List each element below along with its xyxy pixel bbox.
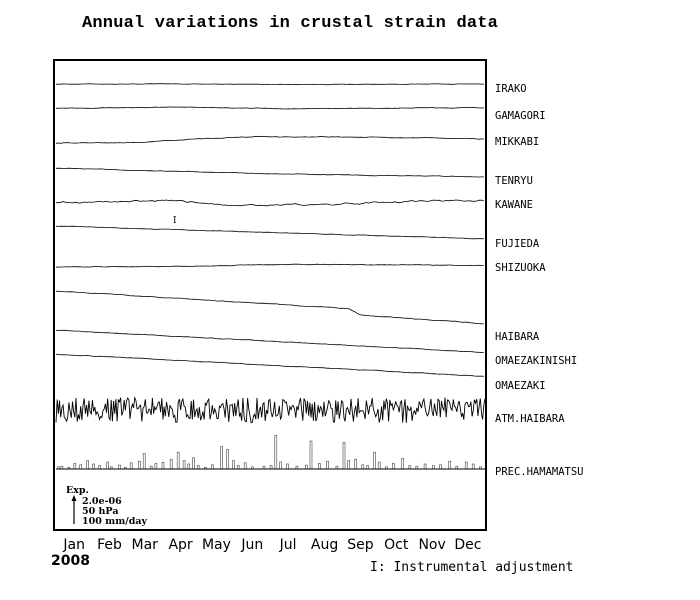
precip-bar [129,462,133,470]
trace-mikkabi [55,135,484,144]
station-label-prechamamatsu: PREC.HAMAMATSU [495,466,584,478]
month-tick-feb: Feb [97,537,122,553]
station-label-kawane: KAWANE [495,199,533,211]
station-label-gamagori: GAMAGORI [495,110,546,122]
precip-bar [106,461,109,470]
month-tick-mar: Mar [131,537,158,553]
precip-bar [86,460,89,470]
precip-bar [176,451,180,470]
precip-bar [326,460,329,470]
precip-bar [438,464,442,470]
precip-bar [182,460,186,470]
scale-exp-label: Exp. [66,485,89,496]
precip-bar [169,458,173,470]
precip-bar [138,460,141,470]
precip-bar [373,451,376,470]
trace-kawane [56,199,484,207]
instrumental-adjustment-mark: I [173,216,177,226]
precip-bar [220,446,223,470]
precip-bar [92,463,95,470]
precip-bar [464,461,468,470]
precip-bar [401,458,405,470]
precip-bar [196,465,200,470]
precip-bar [304,464,308,470]
trace-tenryu [55,167,484,178]
precip-bar [161,461,165,470]
trace-atmhaibara [55,396,486,424]
precip-bar [187,463,191,470]
precip-bar [391,463,395,470]
precip-bar [142,453,146,470]
precip-bar [269,465,273,470]
precip-bar [154,463,158,470]
precip-bar [361,464,365,470]
precip-bar [448,460,452,470]
precip-bar [211,464,214,470]
precip-bar [232,460,235,470]
year-label: 2008 [51,553,90,569]
month-tick-sep: Sep [347,537,374,553]
precip-bar [423,463,427,470]
precip-bar [118,464,121,470]
precip-bar [309,440,313,470]
station-label-omaezakinishi: OMAEZAKINISHI [495,355,578,367]
scale-arrow-head [71,495,77,501]
trace-omaezakinishi [55,329,484,353]
month-tick-jul: Jul [279,537,297,553]
footnote: I: Instrumental adjustment [370,560,574,575]
trace-haibara [56,290,484,325]
precip-bar [226,449,229,470]
trace-fujieda [55,225,484,240]
month-tick-jun: Jun [241,537,264,553]
precip-bar [317,463,321,470]
precip-bar [98,465,101,470]
station-label-irako: IRAKO [495,83,527,95]
month-tick-may: May [201,537,231,553]
precip-bar [286,463,289,470]
trace-irako [56,83,484,86]
station-label-atmhaibara: ATM.HAIBARA [495,413,565,425]
month-tick-aug: Aug [310,537,339,553]
station-label-omaezaki: OMAEZAKI [495,380,546,392]
scale-strain: 2.0e-06 [82,496,122,507]
scale-rain: 100 mm/day [82,516,148,527]
month-tick-jan: Jan [63,537,85,553]
precip-bar [279,461,282,470]
month-tick-nov: Nov [418,537,446,553]
trace-gamagori [55,106,484,110]
precip-bar [342,442,346,470]
precip-bar [236,465,240,470]
precip-bar [377,461,381,470]
month-tick-apr: Apr [168,537,193,553]
station-label-tenryu: TENRYU [495,175,533,187]
precip-bar [73,463,77,470]
station-label-fujieda: FUJIEDA [495,238,540,250]
precip-bar [471,463,475,470]
precip-bar [79,464,82,470]
station-label-mikkabi: MIKKABI [495,136,540,148]
plot-frame [53,59,487,531]
precip-bar [274,435,278,470]
precip-bar [347,460,351,470]
chart-title: Annual variations in crustal strain data [82,14,499,33]
precip-bar [192,457,195,470]
station-label-haibara: HAIBARA [495,331,540,343]
precip-bar [354,458,358,470]
scale-pressure: 50 hPa [82,506,119,517]
trace-omaezaki [55,353,484,377]
precip-bar [243,462,247,470]
month-tick-dec: Dec [454,537,482,553]
month-tick-oct: Oct [384,537,409,553]
month-axis: Jan Feb Mar Apr May Jun Jul Aug Sep Oct Nov Dec [50,537,490,555]
station-label-shizuoka: SHIZUOKA [495,262,546,274]
trace-shizuoka [55,263,484,268]
precip-bar [366,465,369,470]
precip-bar [431,465,435,470]
precip-bar [408,465,412,470]
